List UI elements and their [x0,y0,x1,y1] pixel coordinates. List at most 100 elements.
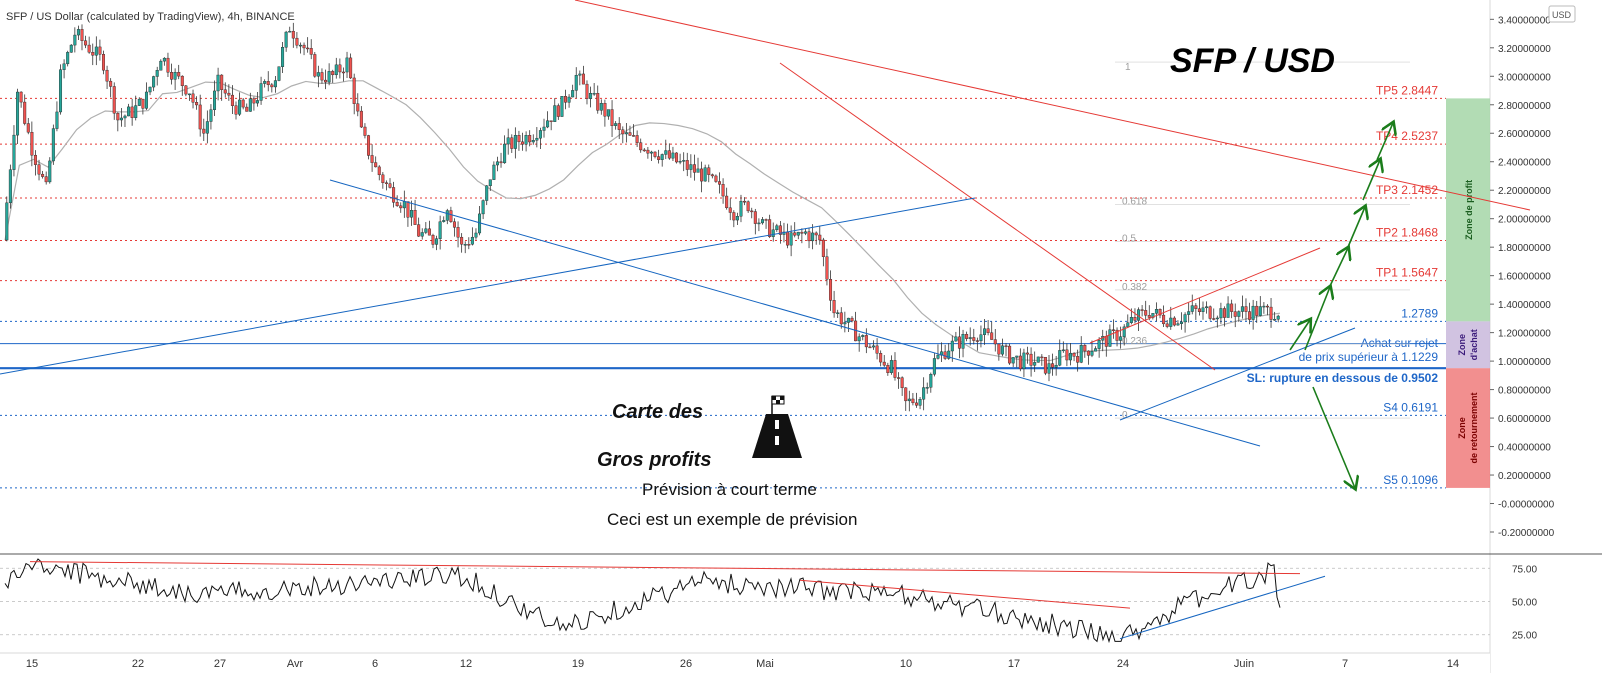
candle-body [635,135,639,143]
candle-body [882,361,886,366]
candle-body [26,123,30,133]
candle-body [757,222,761,225]
candle-body [513,135,517,149]
zone-label: de retournement [1469,393,1479,464]
candle-body [692,164,696,173]
candle-body [1026,352,1030,355]
candle-body [148,86,152,93]
candle-body [295,37,299,46]
candle-body [1040,356,1044,359]
candle-body [528,135,532,143]
candle-body [968,337,972,339]
candle-body [721,184,725,197]
fib-label: 0 [1122,410,1128,421]
candle-body [510,137,514,149]
candle-body [141,98,145,109]
candle-body [1194,305,1198,309]
candle-body [1183,314,1187,323]
time-tick-label: 26 [680,658,692,670]
candle-body [771,229,775,237]
candle-body [105,69,109,82]
candle-body [904,387,908,402]
price-tick-label: 1.40000000 [1498,300,1551,311]
candle-body [1140,309,1144,311]
candle-body [671,152,675,159]
level-label: TP3 2.1452 [1376,183,1438,197]
time-tick-label: 12 [460,658,472,670]
time-tick-label: Juin [1234,658,1254,670]
rsi-tick-label: 75.00 [1512,564,1537,575]
candle-body [492,164,496,180]
candle-body [1212,318,1216,320]
candle-body [839,312,843,325]
candle-body [563,96,567,103]
candle-body [642,149,646,152]
candle-body [460,236,464,245]
candle-body [5,202,9,241]
candle-body [173,72,177,80]
level-label: TP1 1.5647 [1376,266,1438,280]
candle-body [252,98,256,104]
candle-body [1165,323,1169,327]
candle-body [392,187,396,203]
time-tick-label: 19 [572,658,584,670]
candle-body [1169,317,1173,327]
fib-label: 0.236 [1122,336,1147,347]
trend-line [0,197,976,375]
candle-body [170,72,174,80]
candle-body [1054,364,1058,368]
price-tick-label: 0.60000000 [1498,414,1551,425]
candle-body [162,57,166,62]
candle-body [44,176,48,183]
candle-body [198,104,202,130]
candle-body [1180,321,1184,324]
candle-body [990,332,994,340]
candle-body [152,76,156,88]
candle-body [889,360,893,373]
candle-body [277,66,281,81]
level-label: TP2 1.8468 [1376,226,1438,240]
candle-body [811,232,815,242]
trend-line [1119,327,1356,421]
candle-body [127,106,131,117]
candle-body [338,64,342,73]
candle-body [843,322,847,325]
price-tick-label: 2.20000000 [1498,186,1551,197]
candle-body [1269,306,1273,320]
fib-label: 0.5 [1122,233,1136,244]
candle-body [925,387,929,389]
candle-body [592,93,596,95]
candle-body [263,81,267,84]
trend-line [1089,247,1321,344]
candle-body [309,48,313,55]
candle-body [481,200,485,215]
candle-body [406,201,410,218]
candle-body [73,34,77,46]
candle-body [435,238,439,245]
rsi-trend-line [1119,575,1326,640]
candle-body [929,374,933,388]
price-tick-label: 3.20000000 [1498,44,1551,55]
candle-body [778,225,782,235]
candle-body [922,387,926,400]
candle-body [80,29,84,41]
candle-body [603,103,607,117]
candle-body [1273,318,1277,321]
candle-body [1119,336,1123,341]
candle-body [864,335,868,348]
candle-body [485,185,489,201]
checker-square [780,396,784,400]
candle-body [155,70,159,77]
candle-body [646,149,650,154]
candle-body [1022,352,1026,370]
candle-body [241,99,245,108]
zone-label: d'achat [1469,329,1479,360]
trend-line [329,179,1261,447]
candle-body [417,224,421,237]
candle-body [370,155,374,163]
candle-body [1172,317,1176,326]
candle-body [424,228,428,233]
candle-body [947,350,951,359]
forecast-arrow [1304,287,1330,351]
